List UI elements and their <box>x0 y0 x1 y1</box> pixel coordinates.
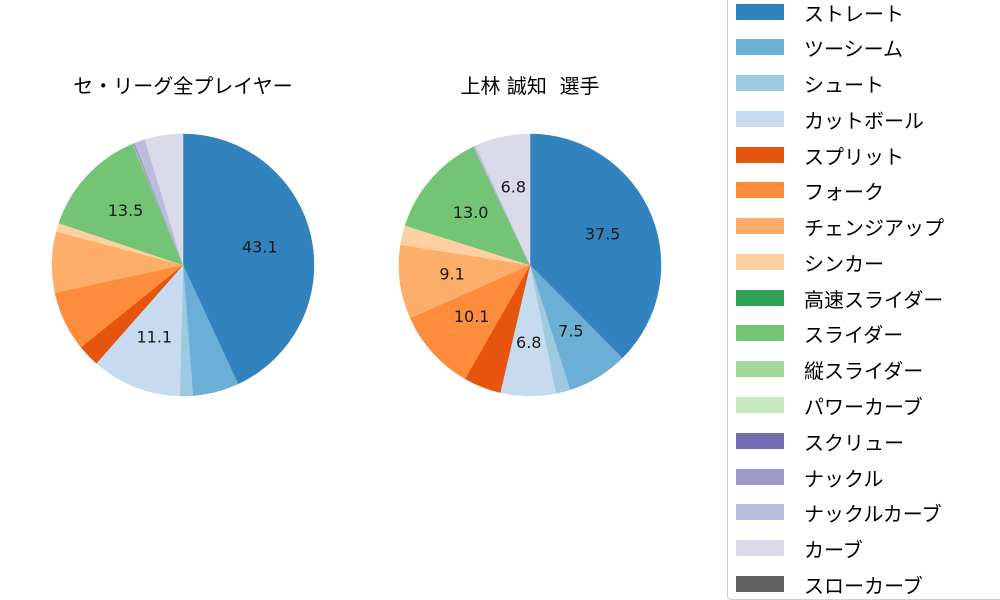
league-pie-title: セ・リーグ全プレイヤー <box>73 74 293 98</box>
legend-swatch <box>736 325 784 341</box>
player-pie-chart: 37.5 7.5 6.8 10.1 9.1 13.0 6.8 <box>398 133 662 397</box>
player-pie-title: 上林 誠知 選手 <box>460 74 600 98</box>
legend-swatch <box>736 111 784 127</box>
slice-value-label: 43.1 <box>242 238 278 257</box>
legend: ストレート ツーシーム シュート カットボール スプリット フォーク チェンジア… <box>727 0 1000 600</box>
league-pie-chart: 43.1 11.1 13.5 <box>51 133 315 397</box>
slice-value-label: 7.5 <box>558 322 583 341</box>
legend-label: パワーカーブ <box>804 394 923 419</box>
legend-item: スクリュー <box>736 431 904 455</box>
legend-item: 縦スライダー <box>736 359 923 383</box>
legend-item: シュート <box>736 73 884 97</box>
legend-item: パワーカーブ <box>736 395 923 419</box>
legend-label: カットボール <box>804 108 924 133</box>
legend-label: スライダー <box>804 322 904 347</box>
pie-slice <box>96 264 184 397</box>
pie-slice <box>409 264 531 380</box>
legend-swatch <box>736 397 784 413</box>
legend-swatch <box>736 433 784 449</box>
pie-slice <box>182 133 315 385</box>
legend-item: フォーク <box>736 180 884 204</box>
legend-swatch <box>736 147 784 163</box>
pie-slice <box>58 143 184 266</box>
legend-item: スローカーブ <box>736 574 923 598</box>
legend-label: 縦スライダー <box>804 358 924 383</box>
legend-label: ナックル <box>804 466 884 491</box>
slice-value-label: 13.5 <box>108 201 144 220</box>
legend-swatch <box>736 469 784 485</box>
legend-swatch <box>736 290 784 306</box>
legend-swatch <box>736 576 784 592</box>
pie-slice <box>529 133 662 359</box>
legend-item: チェンジアップ <box>736 216 944 240</box>
slice-value-label: 11.1 <box>136 328 172 347</box>
legend-label: シンカー <box>804 251 884 276</box>
legend-label: 高速スライダー <box>804 287 944 312</box>
legend-label: シュート <box>804 72 884 97</box>
legend-swatch <box>736 218 784 234</box>
legend-label: ナックルカーブ <box>804 501 942 526</box>
slice-value-label: 37.5 <box>585 225 621 244</box>
legend-label: スローカーブ <box>804 573 923 598</box>
legend-swatch <box>736 39 784 55</box>
legend-item: スプリット <box>736 145 904 169</box>
legend-item: ストレート <box>736 2 904 26</box>
pie-slice <box>475 133 531 266</box>
legend-label: スクリュー <box>804 430 904 455</box>
legend-swatch <box>736 4 784 20</box>
legend-item: カーブ <box>736 538 863 562</box>
legend-label: チェンジアップ <box>804 215 944 240</box>
legend-item: カットボール <box>736 109 924 133</box>
legend-item: ナックルカーブ <box>736 502 942 526</box>
legend-item: シンカー <box>736 252 884 276</box>
legend-item: ツーシーム <box>736 37 903 61</box>
legend-label: カーブ <box>804 537 863 562</box>
legend-swatch <box>736 75 784 91</box>
legend-label: フォーク <box>804 179 884 204</box>
slice-value-label: 6.8 <box>516 333 541 352</box>
slice-value-label: 13.0 <box>453 203 489 222</box>
legend-label: ツーシーム <box>804 36 903 61</box>
legend-swatch <box>736 254 784 270</box>
legend-item: ナックル <box>736 467 883 491</box>
legend-label: スプリット <box>804 144 904 169</box>
legend-swatch <box>736 504 784 520</box>
legend-swatch <box>736 182 784 198</box>
legend-item: スライダー <box>736 323 903 347</box>
slice-value-label: 10.1 <box>454 307 490 326</box>
pie-charts: 43.1 11.1 13.5 37.5 7.5 6.8 10.1 9.1 13.0 6.8 <box>51 133 662 397</box>
pie-slice <box>144 133 184 266</box>
legend-label: ストレート <box>804 1 904 26</box>
slice-value-label: 9.1 <box>439 265 464 284</box>
legend-swatch <box>736 361 784 377</box>
legend-item: 高速スライダー <box>736 288 943 312</box>
pie-slice <box>404 146 531 266</box>
slice-value-label: 6.8 <box>501 178 526 197</box>
legend-swatch <box>736 540 784 556</box>
